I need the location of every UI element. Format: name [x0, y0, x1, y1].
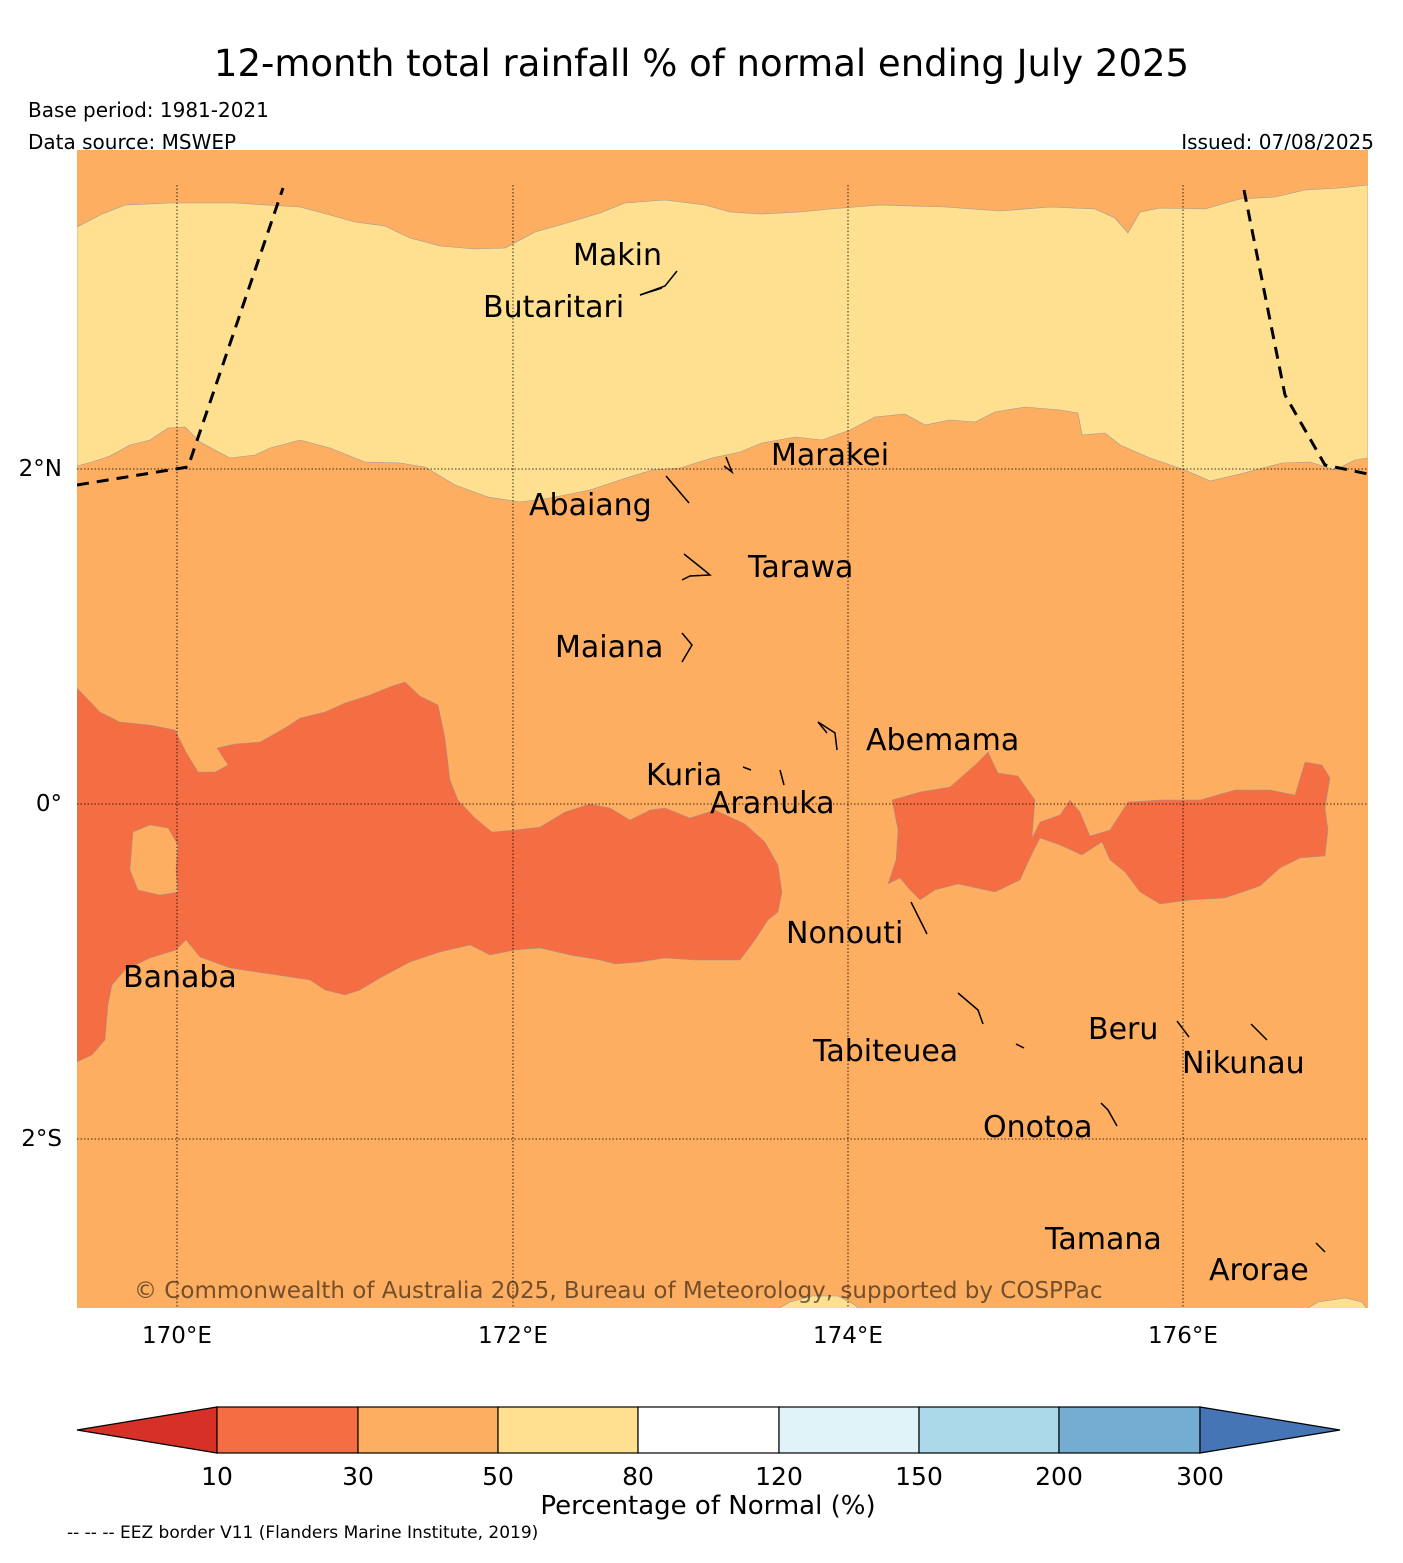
island-labels: Makin Butaritari Marakei Abaiang Tarawa …: [123, 238, 1309, 1288]
lat-label-2s: 2°S: [21, 1126, 62, 1152]
island-label-aranuka: Aranuka: [710, 786, 835, 821]
colorbar-bin-80-120: [637, 1406, 780, 1454]
copyright-text: © Commonwealth of Australia 2025, Bureau…: [134, 1278, 1103, 1304]
lat-label-0: 0°: [36, 791, 62, 817]
colorbar-bin-150-200: [918, 1406, 1060, 1454]
island-label-maiana: Maiana: [555, 630, 663, 665]
island-outlines: [639, 270, 1326, 1253]
island-label-tabiteuea: Tabiteuea: [812, 1034, 958, 1069]
map-area: [77, 150, 1368, 1308]
island-label-banaba: Banaba: [123, 960, 237, 995]
lon-label-170e: 170°E: [142, 1323, 212, 1349]
map-title: 12-month total rainfall % of normal endi…: [213, 42, 1190, 85]
lat-label-2n: 2°N: [19, 456, 62, 482]
colorbar-tick: 10: [201, 1462, 233, 1491]
colorbar-tick: 200: [1035, 1462, 1083, 1491]
region-30-50-hole: [129, 824, 179, 896]
island-label-tamana: Tamana: [1044, 1222, 1162, 1257]
island-label-arorae: Arorae: [1209, 1253, 1309, 1288]
region-10-30-east: [887, 751, 1331, 905]
colorbar-tick: 120: [755, 1462, 803, 1491]
base-period-label: Base period: 1981-2021: [28, 98, 269, 122]
island-label-nonouti: Nonouti: [786, 916, 903, 951]
region-10-30-west: [77, 681, 783, 1063]
colorbar-tick: 80: [622, 1462, 654, 1491]
eez-border: [77, 187, 1368, 487]
region-50-80-south-b: [1307, 1297, 1367, 1308]
island-label-abemama: Abemama: [866, 723, 1019, 758]
colorbar-tick: 30: [342, 1462, 374, 1491]
lon-label-172e: 172°E: [478, 1323, 548, 1349]
lon-label-176e: 176°E: [1148, 1323, 1218, 1349]
island-label-abaiang: Abaiang: [529, 488, 652, 523]
region-50-80-south-a: [778, 1295, 859, 1308]
island-label-beru: Beru: [1088, 1012, 1158, 1047]
colorbar-title: Percentage of Normal (%): [540, 1491, 875, 1521]
colorbar: [76, 1406, 1341, 1454]
island-label-nikunau: Nikunau: [1182, 1046, 1305, 1081]
colorbar-tick: 50: [482, 1462, 514, 1491]
island-label-butaritari: Butaritari: [483, 290, 624, 325]
island-label-kuria: Kuria: [646, 758, 722, 793]
colorbar-tick: 150: [895, 1462, 943, 1491]
colorbar-bin-50-80: [497, 1406, 639, 1454]
colorbar-bin-10-30: [216, 1406, 359, 1454]
colorbar-under: [76, 1406, 218, 1454]
colorbar-tick: 300: [1176, 1462, 1224, 1491]
colorbar-ticks: 10 30 50 80 120 150 200 300: [201, 1462, 1224, 1491]
colorbar-bin-30-50: [357, 1406, 499, 1454]
colorbar-bin-120-150: [778, 1406, 920, 1454]
island-label-onotoa: Onotoa: [983, 1110, 1092, 1145]
colorbar-over: [1199, 1406, 1341, 1454]
graticule: [77, 185, 1368, 1308]
eez-footnote: -- -- -- EEZ border V11 (Flanders Marine…: [67, 1523, 539, 1543]
island-label-makin: Makin: [573, 238, 662, 273]
region-50-80-north: [77, 184, 1368, 503]
island-label-tarawa: Tarawa: [747, 550, 853, 585]
colorbar-bin-200-300: [1058, 1406, 1201, 1454]
island-label-marakei: Marakei: [771, 438, 889, 473]
lon-label-174e: 174°E: [813, 1323, 883, 1349]
